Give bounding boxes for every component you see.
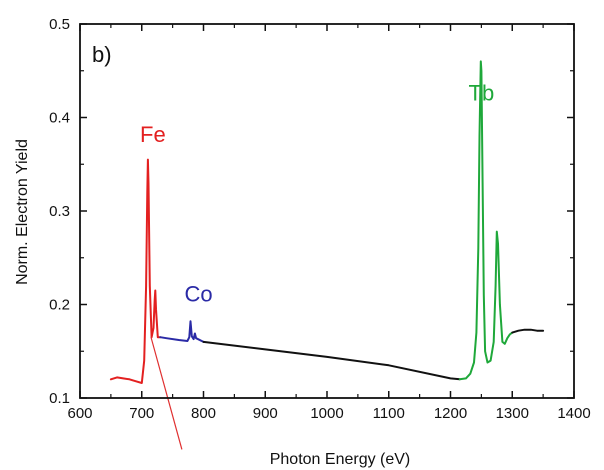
series-line-co xyxy=(159,320,205,343)
element-label-tb: Tb xyxy=(469,81,495,106)
label-layer: Fe Co Tb xyxy=(140,81,494,307)
y-tick-label: 0.3 xyxy=(49,203,70,220)
x-tick-label: 1400 xyxy=(557,405,590,422)
tick-layer: 600 700 800 900 1000 1100 1200 1300 1400 0.1 0.2 0.… xyxy=(49,16,591,422)
x-tick-label: 1200 xyxy=(434,405,467,422)
x-tick-label: 600 xyxy=(67,405,92,422)
x-tick-label: 900 xyxy=(253,405,278,422)
y-axis-title: Norm. Electron Yield xyxy=(14,139,31,285)
series-line-tb xyxy=(458,60,514,381)
pointer-line xyxy=(150,337,183,450)
x-tick-label: 1300 xyxy=(496,405,529,422)
x-tick-label: 800 xyxy=(191,405,216,422)
y-tick-label: 0.1 xyxy=(49,390,70,407)
series-line-segment-4 xyxy=(511,328,545,334)
x-axis-title: Photon Energy (eV) xyxy=(270,451,411,468)
element-label-co: Co xyxy=(184,282,212,307)
series-line-fe xyxy=(109,158,162,384)
element-label-fe: Fe xyxy=(140,122,166,147)
plot-frame xyxy=(79,23,575,399)
x-tick-label: 1100 xyxy=(373,405,405,422)
series-layer xyxy=(109,60,545,384)
series-line-segment-2 xyxy=(202,340,461,381)
x-tick-label: 700 xyxy=(129,405,154,422)
x-tick-label: 1000 xyxy=(310,405,343,422)
y-tick-label: 0.2 xyxy=(49,297,70,314)
y-tick-label: 0.4 xyxy=(49,110,70,127)
panel-label: b) xyxy=(92,42,112,67)
y-tick-label: 0.5 xyxy=(49,16,70,33)
